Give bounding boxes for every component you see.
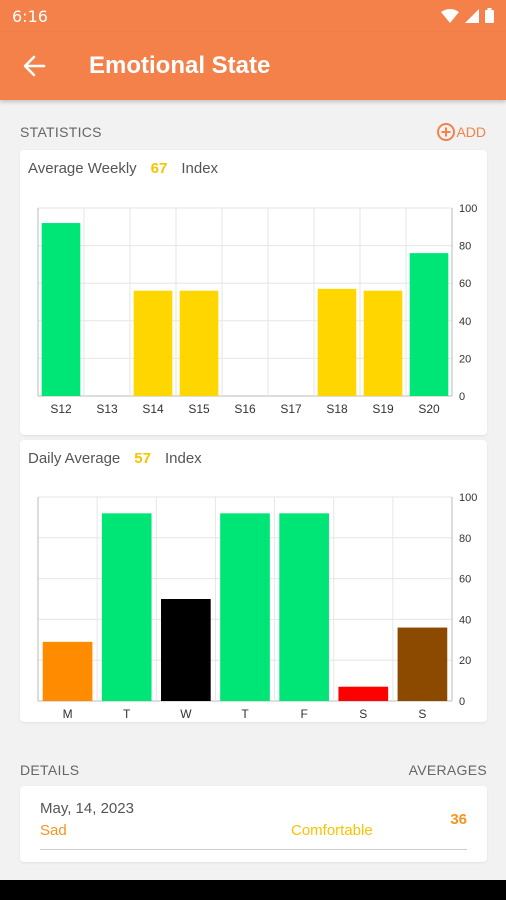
- weekly-label: Average Weekly: [28, 160, 137, 177]
- y-tick-label: 60: [459, 278, 471, 290]
- statistics-heading: STATISTICS: [20, 124, 102, 140]
- y-tick-label: 20: [459, 353, 471, 365]
- daily-unit: Index: [164, 450, 202, 467]
- bar-s12: [41, 223, 81, 396]
- bar-w: [161, 599, 211, 701]
- x-tick-label: S13: [96, 402, 118, 416]
- x-tick-label: T: [123, 707, 131, 721]
- add-circle-icon: [437, 123, 456, 141]
- weekly-value: 67: [150, 160, 168, 177]
- x-tick-label: S16: [234, 402, 256, 416]
- y-tick-label: 40: [459, 614, 471, 626]
- x-tick-label: S18: [326, 402, 348, 416]
- bar-s15: [179, 290, 219, 396]
- wifi-icon: [441, 8, 459, 23]
- y-tick-label: 80: [459, 533, 471, 545]
- x-tick-label: F: [300, 707, 307, 721]
- y-tick-label: 100: [459, 203, 477, 215]
- x-tick-label: S20: [418, 402, 440, 416]
- y-tick-label: 100: [459, 492, 477, 504]
- bar-s: [338, 686, 389, 701]
- arrow-back-icon: [23, 55, 46, 77]
- x-tick-label: S12: [50, 402, 72, 416]
- navigation-bar: [0, 880, 506, 900]
- x-tick-label: S15: [188, 402, 210, 416]
- page-title: Emotional State: [89, 52, 271, 79]
- daily-chart-card: Daily Average 57 Index 0 20 40 60 80 100 M T W T F…: [20, 440, 487, 722]
- averages-heading: AVERAGES: [408, 762, 487, 778]
- entry-mood: Sad: [40, 822, 67, 839]
- bar-s: [397, 627, 448, 701]
- x-tick-label: M: [63, 707, 73, 721]
- status-bar: 6:16: [0, 0, 506, 32]
- daily-label: Daily Average: [28, 450, 121, 467]
- back-button[interactable]: [18, 52, 50, 80]
- x-tick-label: S19: [372, 402, 394, 416]
- add-label: ADD: [456, 124, 486, 140]
- y-tick-label: 60: [459, 574, 471, 586]
- bar-s19: [363, 290, 403, 396]
- app-bar: Emotional State: [0, 32, 506, 100]
- x-tick-label: W: [180, 707, 192, 721]
- entry-state: Comfortable: [291, 822, 373, 839]
- x-tick-label: S14: [142, 402, 164, 416]
- bar-t: [220, 513, 270, 701]
- x-tick-label: S17: [280, 402, 302, 416]
- battery-icon: [485, 8, 494, 23]
- detail-entry[interactable]: May, 14, 2023 Sad Comfortable 36: [20, 786, 487, 862]
- signal-icon: [465, 8, 479, 23]
- bar-s18: [317, 288, 357, 396]
- details-heading: DETAILS: [20, 762, 80, 778]
- weekly-chart-card: Average Weekly 67 Index 0 20 40 60 80 100 S12 S…: [20, 150, 487, 435]
- entry-average: 36: [450, 811, 467, 828]
- entry-divider: [40, 849, 467, 850]
- bar-s20: [409, 253, 449, 396]
- bar-s14: [133, 290, 173, 396]
- y-tick-label: 0: [459, 391, 465, 403]
- status-time: 6:16: [12, 7, 48, 26]
- daily-bar-chart: 0 20 40 60 80 100 M T W T F S S: [37, 492, 477, 721]
- bar-f: [279, 513, 329, 701]
- y-tick-label: 20: [459, 655, 471, 667]
- entry-date: May, 14, 2023: [40, 800, 134, 817]
- y-tick-label: 80: [459, 241, 471, 253]
- weekly-bar-chart: 0 20 40 60 80 100 S12 S13 S14 S15 S16 S17 S18 S19 S20: [37, 203, 477, 416]
- weekly-unit: Index: [181, 160, 219, 177]
- bar-m: [42, 641, 93, 701]
- x-tick-label: T: [241, 707, 249, 721]
- x-tick-label: S: [359, 707, 367, 721]
- y-tick-label: 0: [459, 696, 465, 708]
- y-tick-label: 40: [459, 316, 471, 328]
- add-button[interactable]: ADD: [436, 122, 486, 142]
- bar-t: [101, 513, 152, 701]
- x-tick-label: S: [418, 707, 426, 721]
- daily-value: 57: [134, 450, 151, 467]
